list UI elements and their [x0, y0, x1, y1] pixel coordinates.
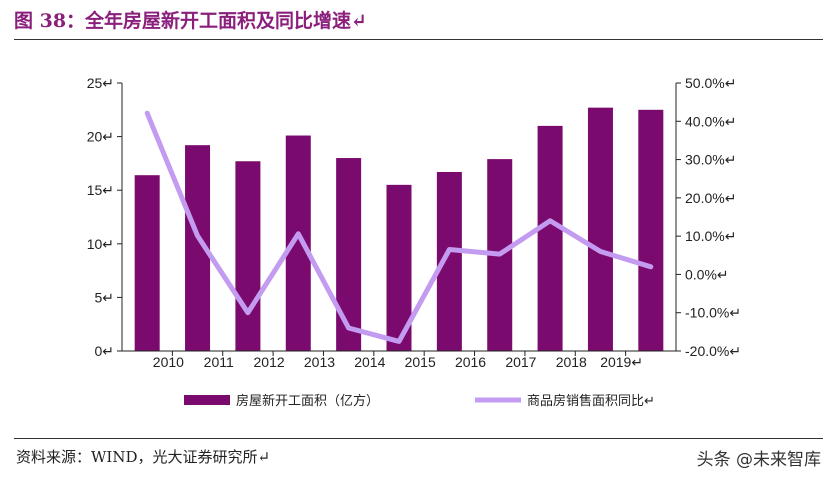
source-divider	[14, 438, 823, 439]
right-tick-label: -10.0%↵	[685, 305, 741, 321]
line-point-2017	[549, 220, 551, 222]
left-tick-label: 5↵	[94, 289, 114, 305]
x-axis: 2010 2011 2012 2013 2014 2015 2016 2017 2018 2019…	[122, 350, 676, 370]
line-point-2009	[146, 112, 148, 114]
legend-line-label: 商品房销售面积同比↵	[527, 393, 655, 409]
left-tick-label: 25↵	[87, 75, 114, 91]
bar-2017	[537, 125, 563, 351]
line-point-2010	[197, 235, 199, 237]
line-point-2013	[348, 327, 350, 329]
right-tick-label: 10.0%↵	[685, 228, 736, 244]
right-tick-label: 20.0%↵	[685, 190, 736, 206]
line-point-2015	[448, 249, 450, 251]
figure-title: 图 38：全年房屋新开工面积及同比增速↵	[14, 10, 367, 32]
left-tick-label: 20↵	[87, 129, 114, 145]
legend-bar-label: 房屋新开工面积（亿方）	[236, 393, 379, 409]
right-tick-label: -20.0%↵	[685, 343, 741, 359]
left-axis: 0↵ 5↵ 10↵ 15↵ 20↵ 25↵	[87, 75, 123, 359]
bar-2019	[638, 109, 664, 351]
x-tick-label: 2010	[153, 354, 184, 370]
right-tick-label: 50.0%↵	[685, 75, 736, 91]
bar-2011	[235, 161, 261, 351]
chart-legend: 房屋新开工面积（亿方） 商品房销售面积同比↵	[184, 393, 655, 409]
right-tick-label: 30.0%↵	[685, 152, 736, 168]
watermark: 头条 @未来智库	[696, 450, 821, 470]
left-tick-label: 0↵	[94, 343, 114, 359]
left-tick-label: 15↵	[87, 182, 114, 198]
bar-2013	[336, 158, 362, 351]
right-axis: -20.0%↵ -10.0%↵ 0.0%↵ 10.0%↵ 20.0%↵ 30.0%↵ 40.…	[675, 75, 741, 359]
line-point-2019	[650, 266, 652, 268]
x-tick-label: 2016	[455, 354, 486, 370]
x-tick-label: 2014	[354, 354, 385, 370]
bar-series	[134, 107, 664, 351]
line-point-2018	[599, 250, 601, 252]
left-tick-label: 10↵	[87, 236, 114, 252]
x-tick-label: 2013	[304, 354, 335, 370]
line-point-2012	[297, 233, 299, 235]
line-point-2014	[398, 340, 400, 342]
line-point-2016	[499, 253, 501, 255]
x-tick-label: 2017	[505, 354, 536, 370]
line-point-2011	[247, 312, 249, 314]
right-tick-label: 0.0%↵	[685, 266, 729, 282]
bar-2009	[134, 175, 160, 351]
legend-bar-swatch	[184, 395, 230, 405]
x-tick-label: 2012	[254, 354, 285, 370]
title-divider	[14, 39, 823, 40]
bar-2018	[587, 107, 613, 351]
right-tick-label: 40.0%↵	[685, 113, 736, 129]
source-note: 资料来源：WIND，光大证券研究所↵	[16, 448, 271, 466]
line-series	[144, 110, 654, 344]
x-tick-label: 2015	[405, 354, 436, 370]
x-tick-label: 2019↵	[600, 354, 643, 370]
x-tick-label: 2018	[556, 354, 587, 370]
x-tick-label: 2011	[204, 354, 234, 370]
